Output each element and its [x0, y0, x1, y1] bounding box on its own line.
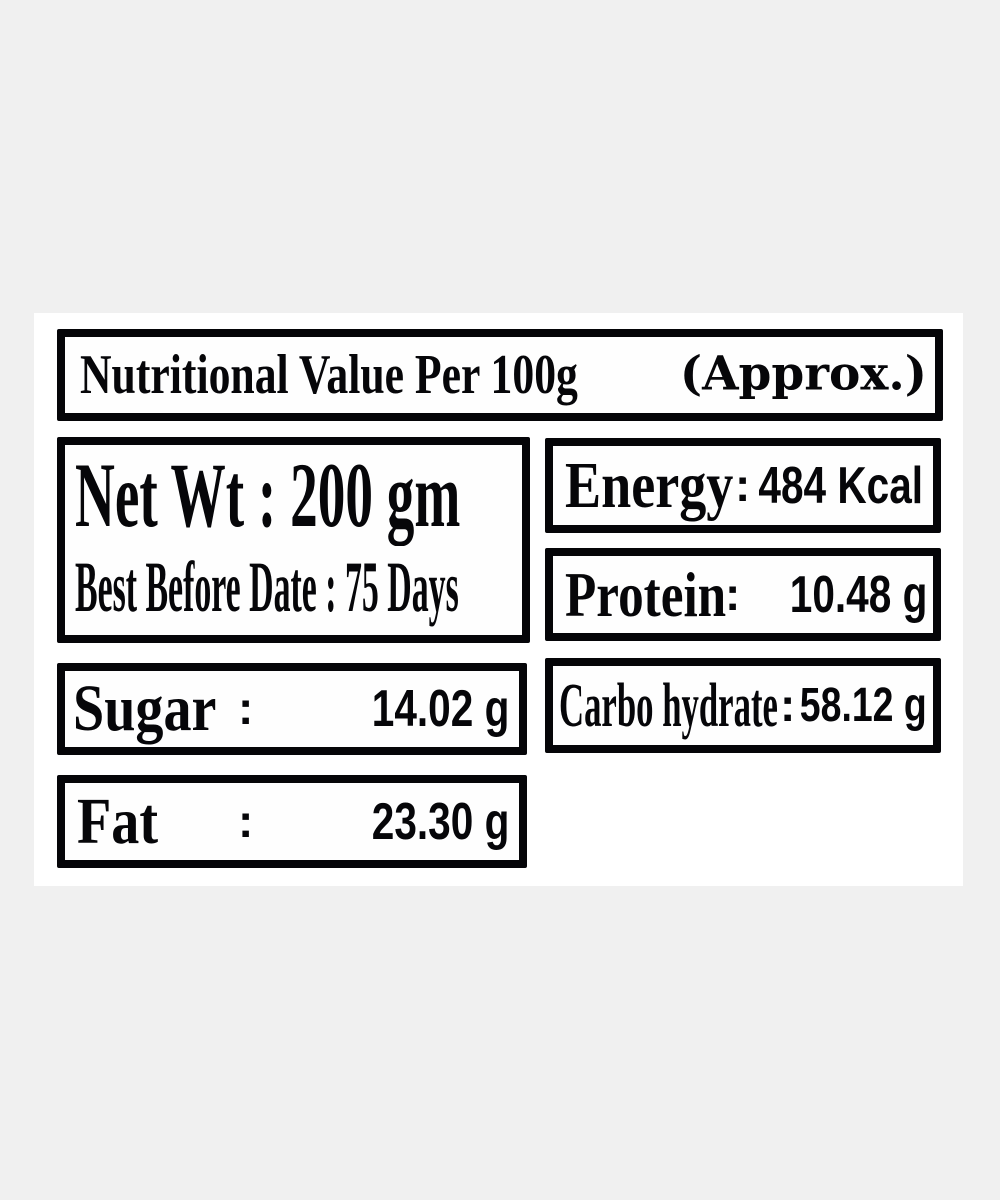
- nutrition-header-box: Nutritional Value Per 100g (Approx.): [57, 329, 943, 421]
- sugar-row: Sugar : 14.02 g: [57, 663, 527, 755]
- energy-value: 484 Kcal: [758, 456, 923, 515]
- carbohydrate-label: Carbo hydrate: [559, 671, 778, 740]
- energy-row: Energy : 484 Kcal: [545, 438, 941, 533]
- fat-colon: :: [238, 794, 254, 847]
- protein-colon: :: [725, 567, 741, 620]
- net-weight-box: Net Wt : 200 gm Best Before Date : 75 Da…: [57, 437, 530, 643]
- nutrition-title: Nutritional Value Per 100g: [80, 344, 578, 406]
- nutrition-label-panel: Nutritional Value Per 100g (Approx.) Net…: [34, 313, 963, 886]
- sugar-value: 14.02 g: [371, 680, 509, 738]
- carbohydrate-row: Carbo hydrate : 58.12 g: [545, 658, 941, 753]
- fat-label: Fat: [77, 784, 159, 858]
- approx-note: (Approx.): [679, 346, 927, 402]
- carbohydrate-value: 58.12 g: [800, 678, 927, 732]
- fat-row: Fat : 23.30 g: [57, 775, 527, 868]
- sugar-colon: :: [238, 682, 254, 735]
- protein-row: Protein : 10.48 g: [545, 548, 941, 641]
- carbohydrate-colon: :: [780, 678, 796, 731]
- protein-value: 10.48 g: [789, 565, 927, 624]
- sugar-label: Sugar: [73, 672, 217, 745]
- fat-value: 23.30 g: [371, 792, 509, 851]
- energy-colon: :: [735, 458, 751, 511]
- net-weight-text: Net Wt : 200 gm: [75, 444, 461, 546]
- best-before-text: Best Before Date : 75 Days: [75, 547, 459, 627]
- protein-label: Protein: [565, 558, 727, 630]
- energy-label: Energy: [565, 448, 734, 522]
